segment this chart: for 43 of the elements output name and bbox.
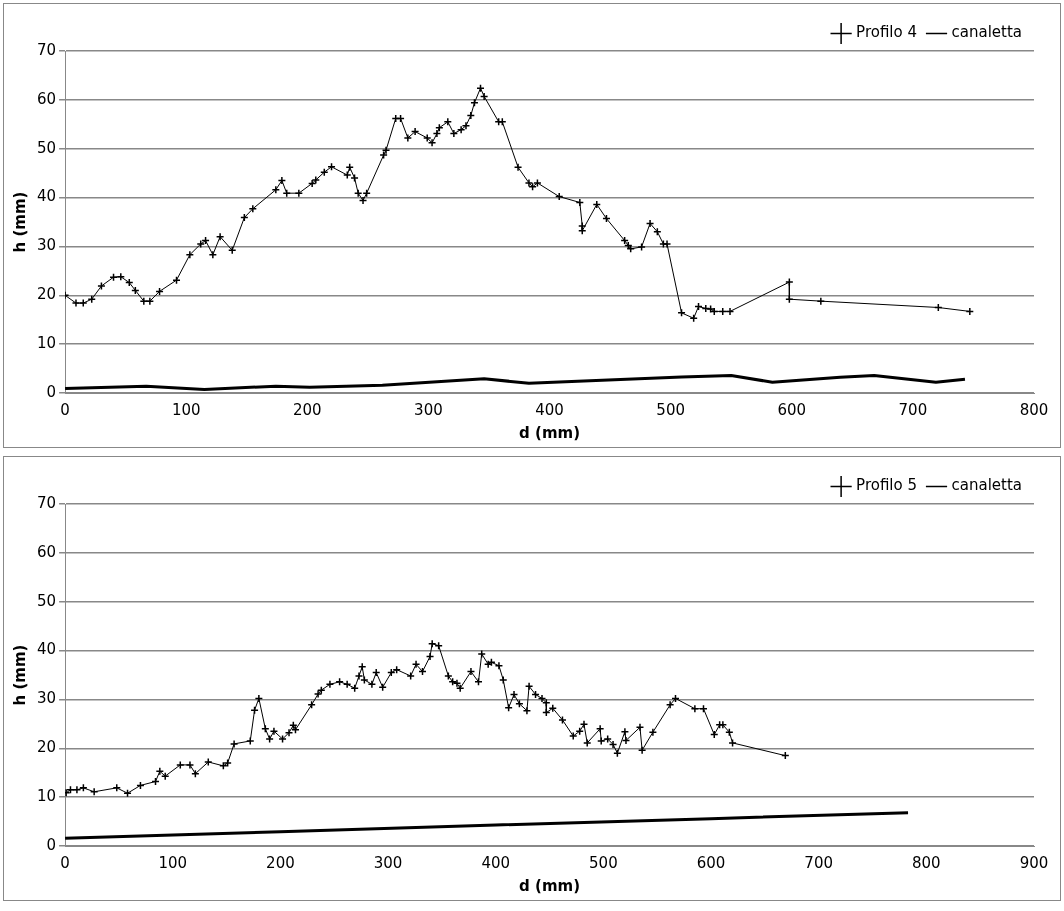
x-tick-label: 800 <box>912 853 941 872</box>
y-tick-label: 10 <box>36 334 57 353</box>
y-tick-label: 30 <box>36 236 57 255</box>
y-tick-label: 20 <box>36 738 57 757</box>
y-axis-title: h (mm) <box>10 644 29 706</box>
x-tick-label: 300 <box>414 400 443 419</box>
x-axis-title: d (mm) <box>519 876 581 895</box>
legend-label: Profilo 5 <box>856 476 918 495</box>
y-tick-label: 30 <box>36 689 57 708</box>
y-tick-label: 60 <box>36 89 57 108</box>
y-tick-label: 50 <box>36 591 57 610</box>
y-tick-label: 40 <box>36 187 57 206</box>
x-tick-label: 0 <box>60 853 70 872</box>
x-tick-label: 100 <box>158 853 188 872</box>
y-tick-label: 70 <box>36 40 57 59</box>
y-tick-label: 70 <box>36 493 57 512</box>
x-tick-label: 500 <box>656 400 685 419</box>
x-tick-label: 800 <box>1019 400 1049 419</box>
x-tick-label: 0 <box>60 400 70 419</box>
legend-label: Profilo 4 <box>856 23 918 42</box>
x-tick-label: 600 <box>777 400 807 419</box>
x-tick-label: 200 <box>266 853 295 872</box>
legend-label: canaletta <box>951 476 1023 495</box>
y-tick-label: 0 <box>46 382 57 401</box>
y-tick-label: 0 <box>46 835 57 854</box>
x-tick-label: 100 <box>171 400 201 419</box>
x-tick-label: 400 <box>481 853 511 872</box>
y-axis-title: h (mm) <box>10 191 29 253</box>
x-tick-label: 500 <box>589 853 618 872</box>
x-tick-label: 300 <box>373 853 403 872</box>
legend-label: canaletta <box>951 23 1023 42</box>
x-tick-label: 900 <box>1019 853 1049 872</box>
y-tick-label: 20 <box>36 285 57 304</box>
x-axis-title: d (mm) <box>519 423 581 442</box>
x-tick-label: 700 <box>898 400 928 419</box>
y-tick-label: 40 <box>36 640 57 659</box>
x-tick-label: 400 <box>535 400 564 419</box>
y-tick-label: 60 <box>36 542 57 561</box>
x-tick-label: 600 <box>696 853 726 872</box>
y-tick-label: 50 <box>36 138 57 157</box>
x-tick-label: 200 <box>292 400 322 419</box>
y-tick-label: 10 <box>36 787 57 806</box>
x-tick-label: 700 <box>804 853 834 872</box>
